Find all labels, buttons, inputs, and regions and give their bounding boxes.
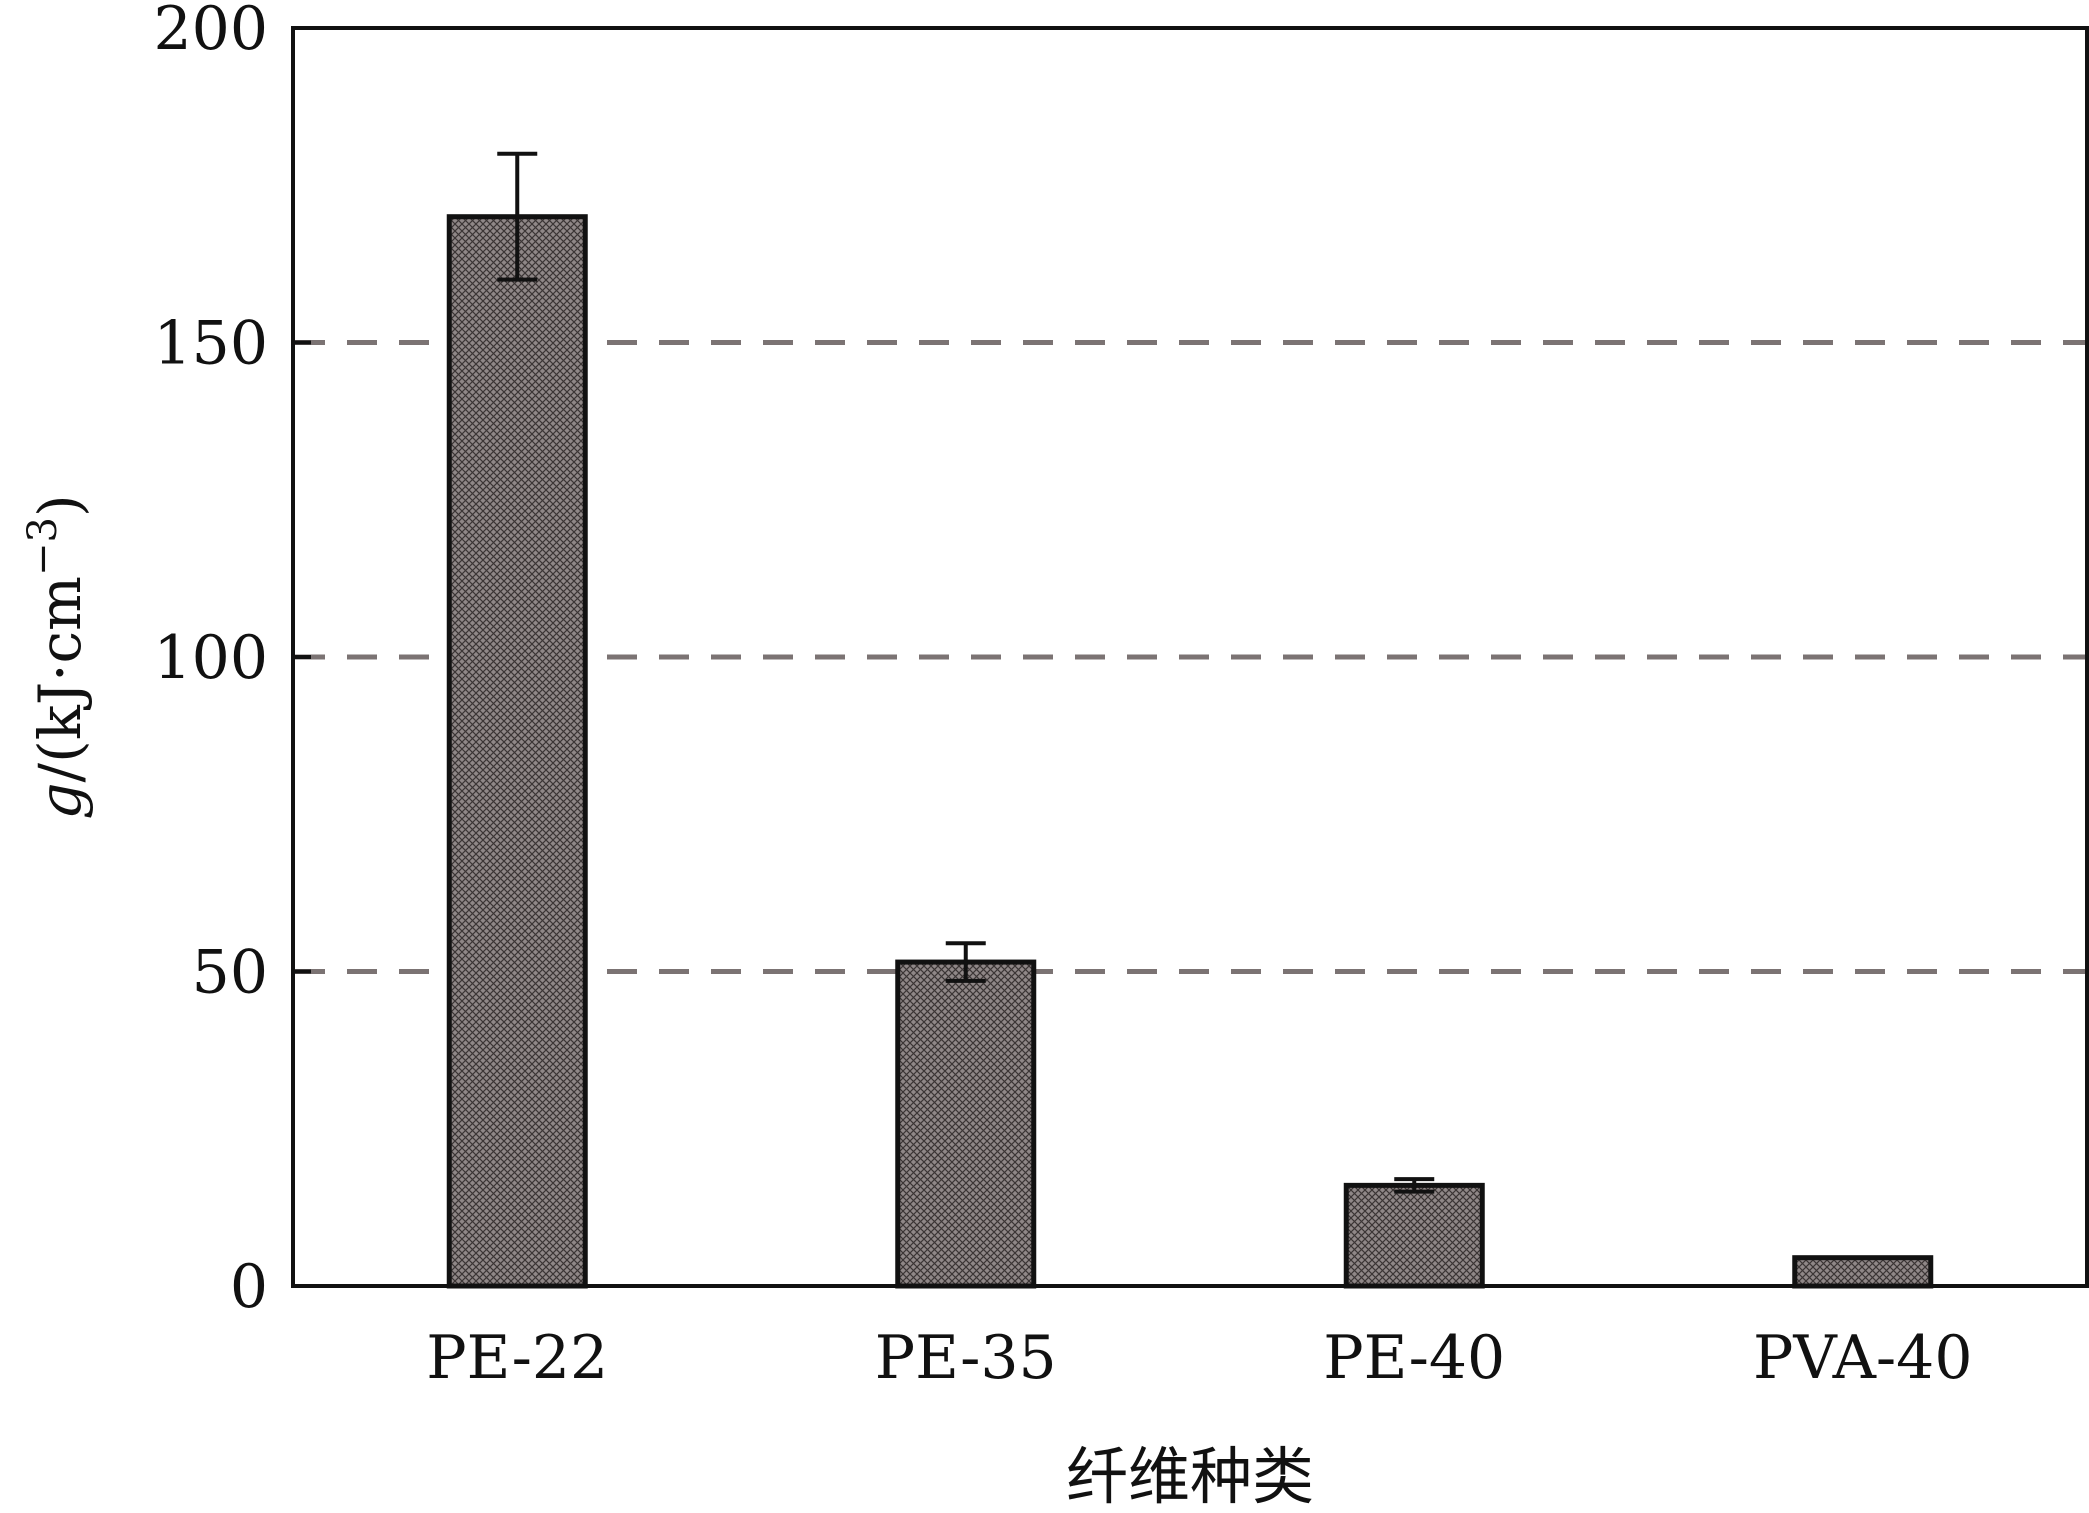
y-tick-label-50: 50 bbox=[192, 938, 268, 1008]
y-tick-label-200: 200 bbox=[153, 0, 268, 64]
y-tick-label-150: 150 bbox=[153, 309, 268, 379]
y-axis-title-unit: /(kJ·cm bbox=[26, 576, 94, 782]
y-tick-label-0: 0 bbox=[230, 1252, 268, 1322]
bar-PE-22 bbox=[446, 214, 588, 1289]
x-tick-label-PE-22: PE-22 bbox=[426, 1323, 608, 1393]
y-tick-label-100: 100 bbox=[153, 623, 268, 693]
y-axis-title-close: ) bbox=[26, 494, 94, 517]
y-axis-title: g/(kJ·cm−3) bbox=[20, 494, 94, 819]
error-bar-PE-40 bbox=[1394, 1177, 1435, 1194]
bars-group bbox=[446, 214, 1934, 1289]
y-axis-title-var: g bbox=[26, 782, 94, 819]
error-bar-PE-35 bbox=[945, 941, 986, 983]
grid-lines bbox=[295, 340, 2085, 974]
error-bars-group bbox=[497, 151, 1435, 1194]
y-axis-title-exp: −3 bbox=[20, 517, 66, 576]
x-axis-title: 纤维种类 bbox=[1066, 1440, 1314, 1513]
bar-PE-35 bbox=[895, 959, 1037, 1289]
error-bar-PE-22 bbox=[497, 151, 538, 282]
x-tick-label-PE-40: PE-40 bbox=[1323, 1323, 1505, 1393]
x-tick-label-PVA-40: PVA-40 bbox=[1753, 1323, 1973, 1393]
bar-PVA-40 bbox=[1792, 1255, 1934, 1289]
x-tick-label-PE-35: PE-35 bbox=[875, 1323, 1057, 1393]
x-axis-ticks: PE-22 PE-35 PE-40 PVA-40 bbox=[426, 1323, 1972, 1393]
y-axis-ticks: 0 50 100 150 200 bbox=[153, 0, 311, 1322]
bar-PE-40 bbox=[1343, 1182, 1485, 1289]
